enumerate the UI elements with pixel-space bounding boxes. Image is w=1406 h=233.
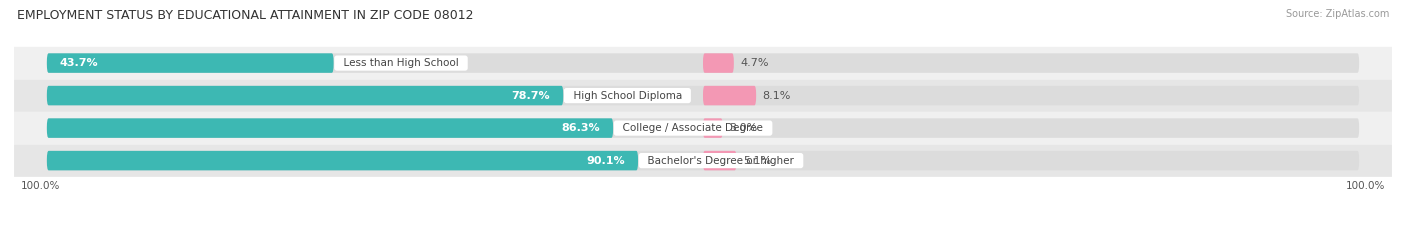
- Text: EMPLOYMENT STATUS BY EDUCATIONAL ATTAINMENT IN ZIP CODE 08012: EMPLOYMENT STATUS BY EDUCATIONAL ATTAINM…: [17, 9, 474, 22]
- Text: Bachelor's Degree or higher: Bachelor's Degree or higher: [641, 156, 800, 166]
- Text: Less than High School: Less than High School: [337, 58, 465, 68]
- FancyBboxPatch shape: [46, 118, 613, 138]
- Text: Source: ZipAtlas.com: Source: ZipAtlas.com: [1285, 9, 1389, 19]
- FancyBboxPatch shape: [14, 112, 1392, 144]
- Text: High School Diploma: High School Diploma: [567, 91, 689, 101]
- FancyBboxPatch shape: [46, 53, 333, 73]
- FancyBboxPatch shape: [703, 151, 737, 170]
- Text: College / Associate Degree: College / Associate Degree: [616, 123, 769, 133]
- FancyBboxPatch shape: [703, 118, 723, 138]
- FancyBboxPatch shape: [46, 86, 564, 105]
- FancyBboxPatch shape: [46, 151, 638, 170]
- FancyBboxPatch shape: [14, 47, 1392, 79]
- FancyBboxPatch shape: [46, 86, 1360, 105]
- Text: 3.0%: 3.0%: [730, 123, 758, 133]
- FancyBboxPatch shape: [703, 86, 756, 105]
- Text: 78.7%: 78.7%: [512, 91, 550, 101]
- FancyBboxPatch shape: [703, 53, 734, 73]
- Text: 43.7%: 43.7%: [60, 58, 98, 68]
- Text: 86.3%: 86.3%: [561, 123, 600, 133]
- Text: 90.1%: 90.1%: [586, 156, 624, 166]
- FancyBboxPatch shape: [46, 53, 1360, 73]
- Text: 8.1%: 8.1%: [762, 91, 792, 101]
- FancyBboxPatch shape: [46, 151, 1360, 170]
- Text: 5.1%: 5.1%: [742, 156, 772, 166]
- Text: 100.0%: 100.0%: [21, 181, 60, 191]
- Text: 100.0%: 100.0%: [1346, 181, 1385, 191]
- FancyBboxPatch shape: [14, 79, 1392, 112]
- FancyBboxPatch shape: [46, 118, 1360, 138]
- FancyBboxPatch shape: [14, 144, 1392, 177]
- Text: 4.7%: 4.7%: [741, 58, 769, 68]
